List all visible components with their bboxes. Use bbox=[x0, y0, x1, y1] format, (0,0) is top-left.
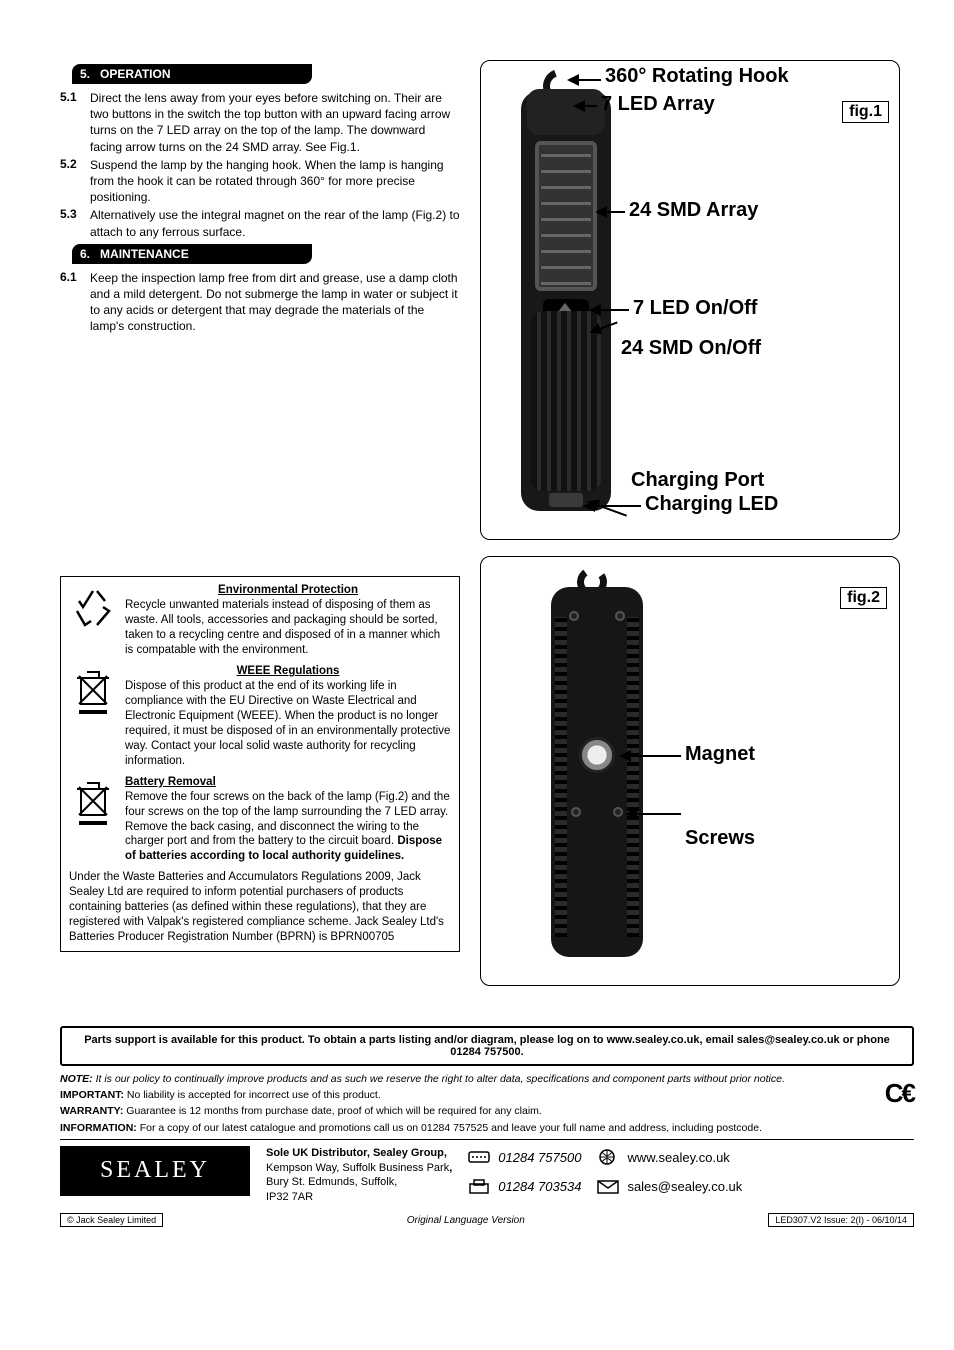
email: sales@sealey.co.uk bbox=[627, 1175, 742, 1198]
grip-bumps bbox=[555, 617, 567, 937]
op-item: 5.1 Direct the lens away from your eyes … bbox=[60, 90, 460, 155]
note-text: It is our policy to continually improve … bbox=[93, 1073, 785, 1085]
operation-header: 5. OPERATION bbox=[72, 64, 312, 84]
item-num: 6.1 bbox=[60, 270, 90, 335]
distributor-address: Sole UK Distributor, Sealey Group, Kemps… bbox=[266, 1146, 452, 1205]
screw bbox=[613, 807, 623, 817]
issue-info: LED307.V2 Issue: 2(I) - 06/10/14 bbox=[768, 1213, 914, 1227]
item-text: Suspend the lamp by the hanging hook. Wh… bbox=[90, 157, 460, 206]
callout-smdon: 24 SMD On/Off bbox=[621, 337, 761, 360]
grip-bumps bbox=[627, 617, 639, 937]
section-title: MAINTENANCE bbox=[100, 247, 189, 261]
section-title: OPERATION bbox=[100, 67, 170, 81]
recycle-icon bbox=[69, 583, 117, 658]
phone-icon bbox=[468, 1149, 490, 1165]
callout-smd: 24 SMD Array bbox=[629, 199, 758, 222]
ce-mark: C€ bbox=[885, 1076, 914, 1111]
phone: 01284 757500 bbox=[498, 1146, 581, 1169]
weee-title: WEEE Regulations bbox=[125, 664, 451, 679]
contact-phone-fax: 01284 757500 01284 703534 bbox=[468, 1146, 581, 1199]
env-protection-title: Environmental Protection bbox=[125, 583, 451, 598]
item-num: 5.2 bbox=[60, 157, 90, 206]
fax-icon bbox=[468, 1179, 490, 1195]
addr-line: IP32 7AR bbox=[266, 1191, 313, 1203]
fig2-label: fig.2 bbox=[840, 587, 887, 609]
screw bbox=[615, 611, 625, 621]
op-item: 5.2 Suspend the lamp by the hanging hook… bbox=[60, 157, 460, 206]
warranty-text: Guarantee is 12 months from purchase dat… bbox=[123, 1105, 541, 1117]
addr-comma: , bbox=[449, 1162, 452, 1174]
important-text: No liability is accepted for incorrect u… bbox=[124, 1089, 381, 1101]
maint-item: 6.1 Keep the inspection lamp free from d… bbox=[60, 270, 460, 335]
important-label: IMPORTANT: bbox=[60, 1089, 124, 1101]
information-label: INFORMATION: bbox=[60, 1122, 137, 1134]
information-text: For a copy of our latest catalogue and p… bbox=[137, 1122, 762, 1134]
item-text: Keep the inspection lamp free from dirt … bbox=[90, 270, 460, 335]
section-num: 5. bbox=[80, 67, 90, 81]
fig1-label: fig.1 bbox=[842, 101, 889, 123]
magnet bbox=[579, 737, 615, 773]
lamp-head bbox=[527, 89, 605, 135]
addr-line: Sole UK Distributor, Sealey Group, bbox=[266, 1147, 447, 1159]
addr-line: Kempson Way, Suffolk Business Park bbox=[266, 1162, 449, 1174]
lamp-smd bbox=[535, 141, 597, 291]
arrow-icon bbox=[627, 813, 681, 815]
arrow-icon bbox=[575, 105, 597, 107]
lamp-port bbox=[549, 493, 583, 507]
arrow-icon bbox=[621, 755, 681, 757]
environmental-box: Environmental Protection Recycle unwante… bbox=[60, 576, 460, 952]
figure-1: fig.1 360° Rotating Hook 7 LED Array 24 … bbox=[480, 60, 900, 540]
maintenance-header: 6. MAINTENANCE bbox=[72, 244, 312, 264]
email-icon bbox=[597, 1179, 619, 1195]
note-label: NOTE: bbox=[60, 1073, 93, 1085]
callout-port: Charging Port bbox=[631, 469, 764, 492]
arrow-icon bbox=[597, 211, 625, 213]
weee-icon bbox=[69, 664, 117, 769]
callout-chgled: Charging LED bbox=[645, 493, 778, 516]
battery-removal-icon bbox=[69, 775, 117, 865]
op-item: 5.3 Alternatively use the integral magne… bbox=[60, 207, 460, 239]
battery-title: Battery Removal bbox=[125, 775, 451, 790]
parts-support-box: Parts support is available for this prod… bbox=[60, 1026, 914, 1066]
callout-ledon: 7 LED On/Off bbox=[633, 297, 757, 320]
screw bbox=[571, 807, 581, 817]
callout-magnet: Magnet bbox=[685, 743, 755, 766]
divider bbox=[60, 1139, 914, 1140]
callout-7led: 7 LED Array bbox=[601, 93, 715, 116]
env-protection-text: Recycle unwanted materials instead of di… bbox=[125, 598, 451, 658]
section-num: 6. bbox=[80, 247, 90, 261]
callout-hook: 360° Rotating Hook bbox=[605, 65, 789, 88]
notes-block: C€ NOTE: It is our policy to continually… bbox=[60, 1072, 914, 1135]
screw bbox=[569, 611, 579, 621]
language-version: Original Language Version bbox=[407, 1215, 525, 1226]
item-num: 5.3 bbox=[60, 207, 90, 239]
weee-text: Dispose of this product at the end of it… bbox=[125, 679, 451, 769]
web: www.sealey.co.uk bbox=[627, 1146, 729, 1169]
callout-screws: Screws bbox=[685, 827, 755, 850]
arrow-icon bbox=[585, 505, 641, 507]
arrow-icon bbox=[591, 309, 629, 311]
arrow-icon bbox=[569, 79, 601, 81]
item-text: Alternatively use the integral magnet on… bbox=[90, 207, 460, 239]
fax: 01284 703534 bbox=[498, 1175, 581, 1198]
addr-line: Bury St. Edmunds, Suffolk, bbox=[266, 1176, 397, 1188]
bprn-footer: Under the Waste Batteries and Accumulato… bbox=[69, 870, 451, 945]
sealey-logo: SEALEY bbox=[60, 1146, 250, 1196]
copyright-row: © Jack Sealey Limited Original Language … bbox=[60, 1213, 914, 1227]
copyright: © Jack Sealey Limited bbox=[60, 1213, 163, 1227]
item-text: Direct the lens away from your eyes befo… bbox=[90, 90, 460, 155]
item-num: 5.1 bbox=[60, 90, 90, 155]
figure-2: fig.2 Magnet Screws bbox=[480, 556, 900, 986]
footer-row: SEALEY Sole UK Distributor, Sealey Group… bbox=[60, 1146, 914, 1205]
contact-web-email: www.sealey.co.uk sales@sealey.co.uk bbox=[597, 1146, 742, 1199]
warranty-label: WARRANTY: bbox=[60, 1105, 123, 1117]
web-icon bbox=[597, 1149, 619, 1165]
